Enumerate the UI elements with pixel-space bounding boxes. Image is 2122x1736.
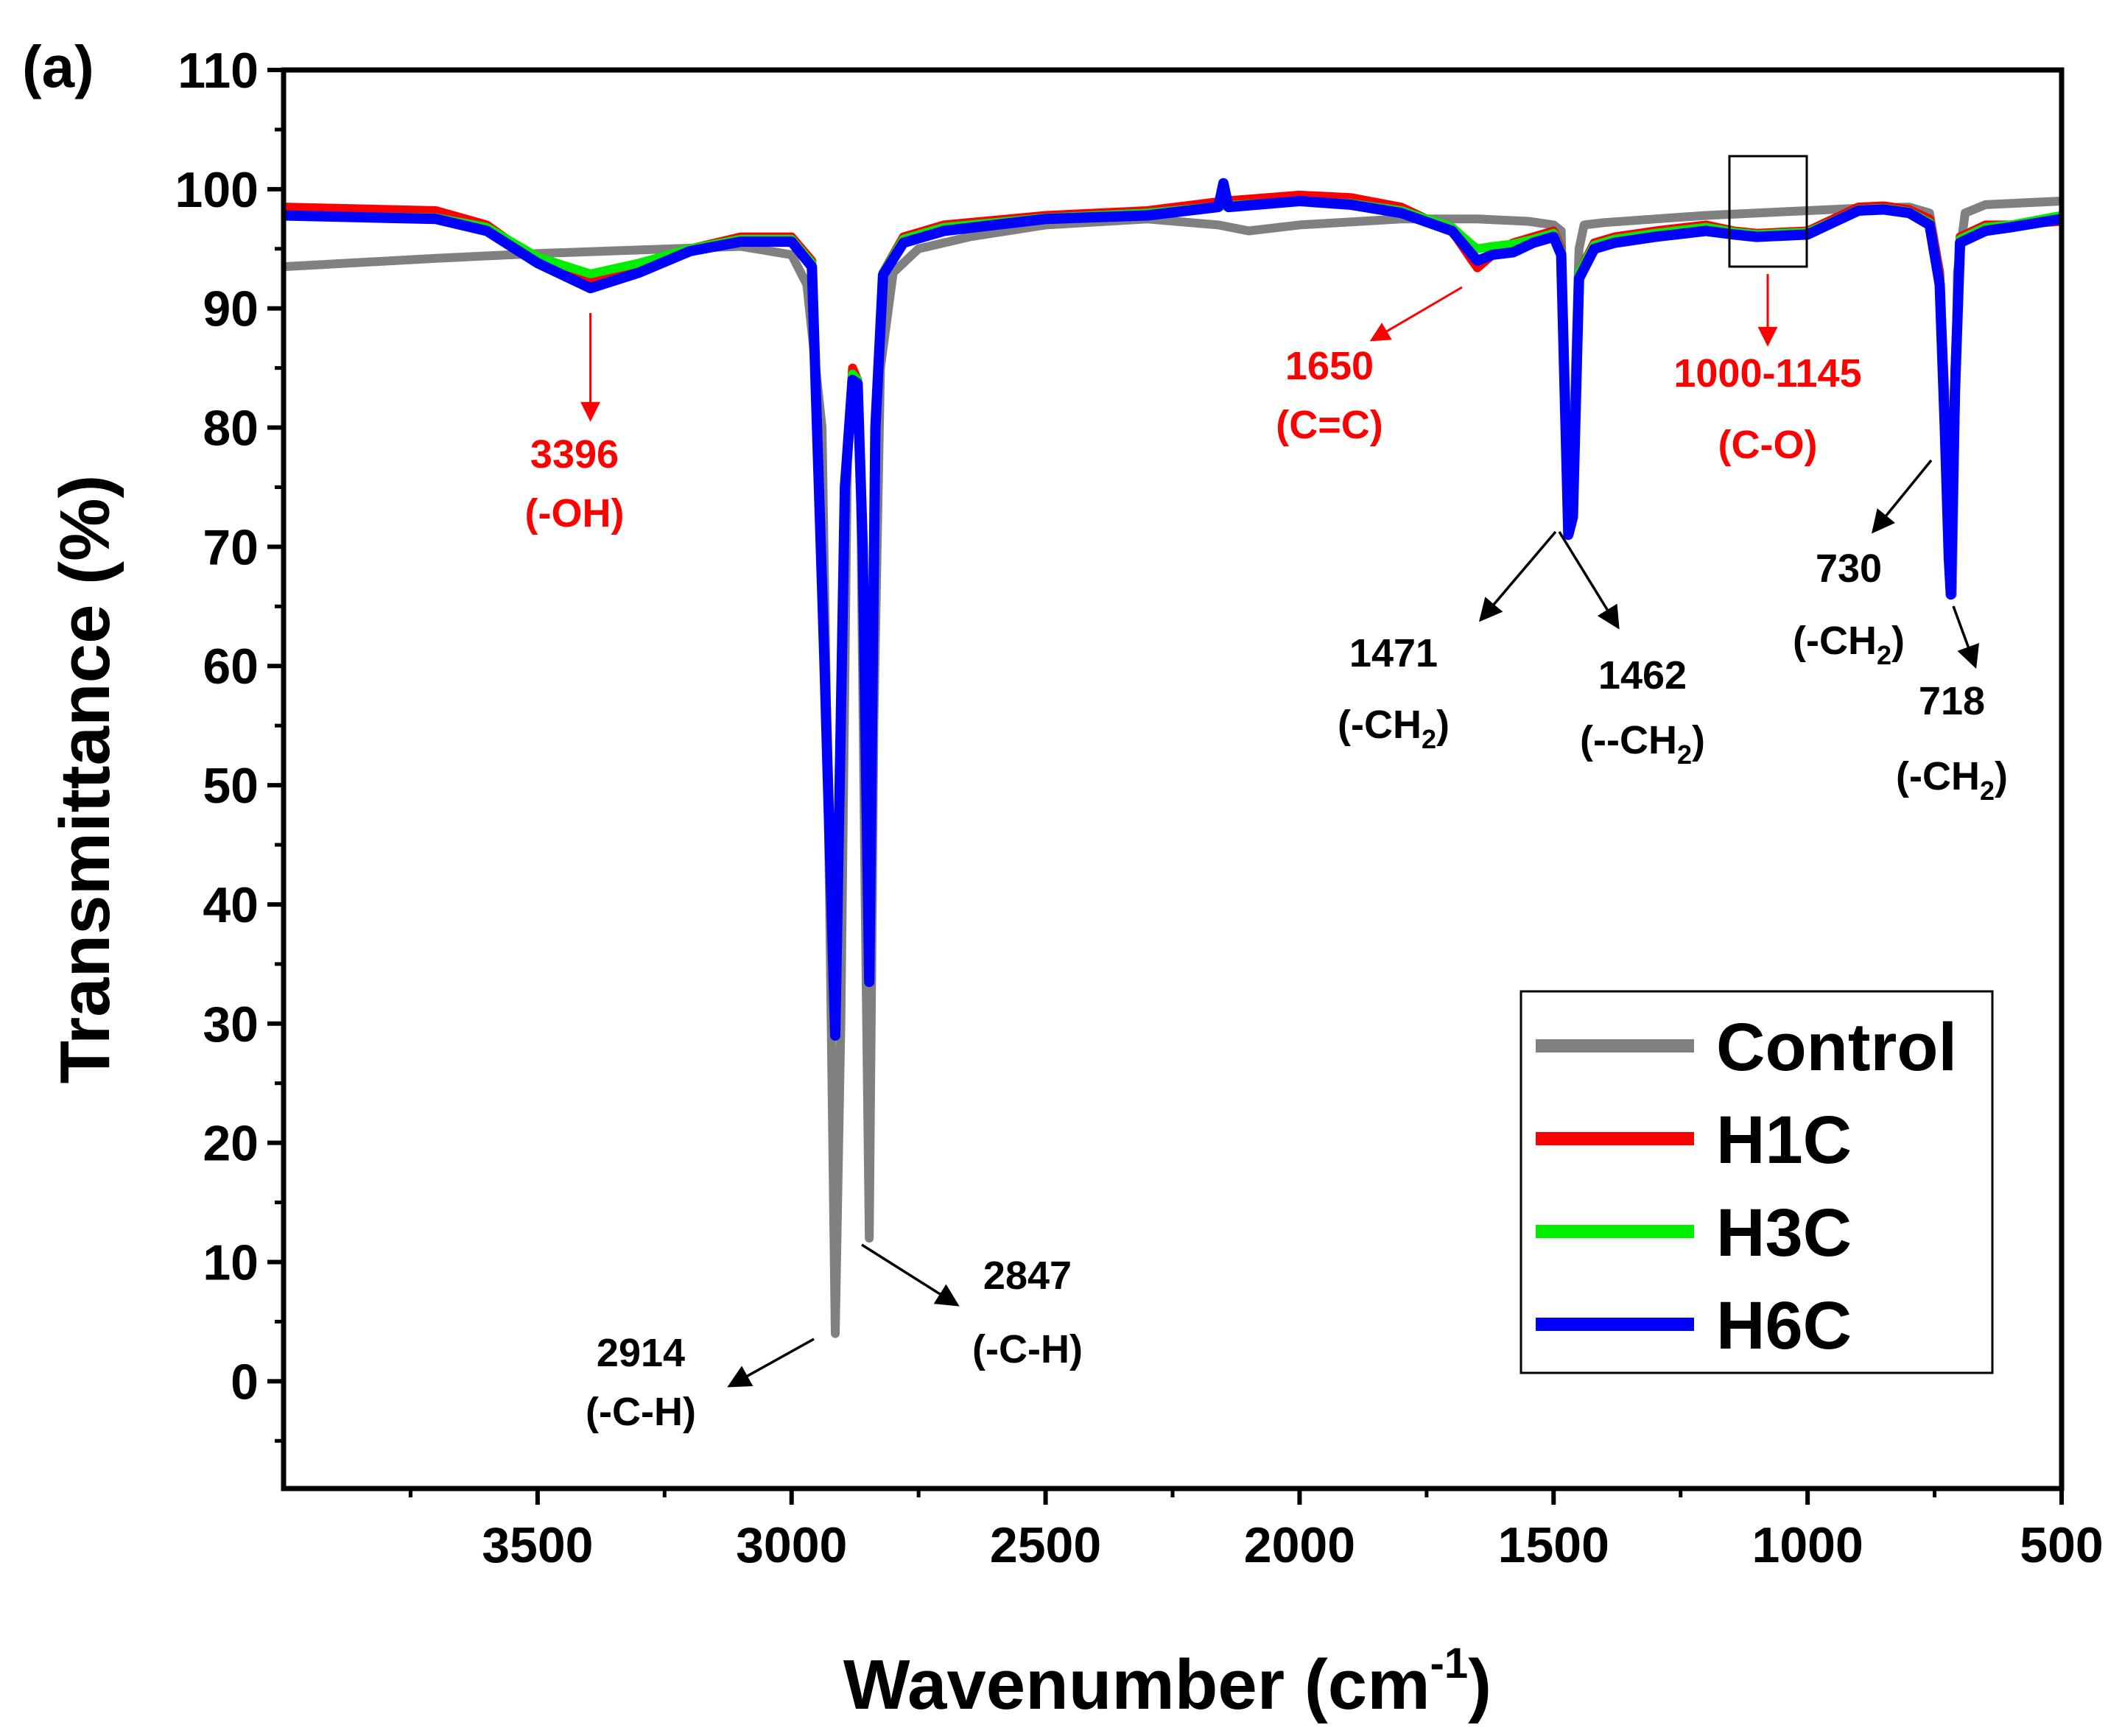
annotation-cc-value: 1650 [1285,344,1374,388]
y-axis-title: Transmittance (%) [46,475,124,1084]
annotation-ch1462-arrow [1558,531,1620,630]
y-tick-label-100: 100 [175,162,259,218]
legend-label-h1c: H1C [1716,1103,1852,1178]
annotation-co-group: (C-O) [1718,423,1818,467]
y-tick-label-70: 70 [203,519,259,575]
annotation-ch718-arrow [1952,605,1980,669]
plot-frame [281,67,2065,1491]
series-line-h3c [284,197,2062,1034]
annotation-ch718-group: (-CH2) [1896,754,2008,806]
y-tick-label-30: 30 [203,997,259,1053]
annotation-ch730-arrow [1872,459,1933,534]
y-tick-label-40: 40 [203,877,259,933]
annotation-ch1462-group: (--CH2) [1580,718,1705,770]
annotation-ch2847-arrow [861,1243,960,1307]
y-tick-label-90: 90 [203,281,259,337]
x-tick-label-1000: 1000 [1752,1517,1863,1573]
annotation-ch2914-group: (-C-H) [586,1390,696,1434]
annotation-ch718-value: 718 [1919,679,1985,723]
x-axis-title-main: Wavenumber (cm [843,1645,1430,1724]
co-region-box [1728,155,1808,268]
annotation-oh-value: 3396 [530,432,619,477]
annotation-ch1462-value: 1462 [1598,653,1687,697]
y-tick-label-0: 0 [231,1354,259,1410]
x-axis-title-sup: -1 [1430,1640,1469,1687]
y-tick-label-10: 10 [203,1234,259,1290]
legend-label-control: Control [1716,1010,1957,1085]
y-tick-label-80: 80 [203,401,259,457]
annotation-ch1471-arrow [1478,530,1557,622]
x-tick-label-2500: 2500 [990,1517,1101,1573]
annotation-ch1471-group: (-CH2) [1338,703,1450,754]
series-line-h1c [284,190,2062,1028]
annotation-ch2914-value: 2914 [597,1331,685,1375]
annotation-layer: 3396 (-OH) 1650 (C=C) 1000-1145 (C-O) 2914 (-C-… [525,274,2008,1434]
y-tick-label-110: 110 [178,43,259,99]
x-axis-title-tail: ) [1468,1645,1492,1724]
x-tick-label-3500: 3500 [482,1517,593,1573]
series-line-h6c [284,178,2062,1041]
panel-label: (a) [22,34,94,99]
ticks-layer: 0 10 20 30 40 50 60 70 80 90 100 110 3500 3000 2500 200… [175,43,2104,1573]
annotation-ch2847-group: (-C-H) [972,1327,1083,1371]
series-layer [284,178,2062,1338]
legend: Control H1C H3C H6C [1520,990,1994,1374]
x-tick-label-3000: 3000 [736,1517,847,1573]
annotation-cc-group: (C=C) [1276,403,1383,447]
annotation-co-value: 1000-1145 [1673,351,1861,396]
annotation-ch2847-value: 2847 [983,1254,1072,1298]
y-tick-label-50: 50 [203,758,259,814]
annotation-ch730-group: (-CH2) [1793,619,1905,670]
x-tick-label-500: 500 [2020,1517,2103,1573]
legend-label-h3c: H3C [1716,1195,1852,1271]
annotation-oh-group: (-OH) [525,491,625,535]
annotation-ch730-value: 730 [1816,547,1882,591]
x-tick-label-2000: 2000 [1244,1517,1355,1573]
legend-label-h6c: H6C [1716,1288,1852,1363]
annotation-ch2914-arrow [727,1338,815,1388]
legend-box [1520,990,1994,1374]
x-axis-title: Wavenumber (cm-1) [843,1640,1492,1724]
legend-items: Control H1C H3C H6C [1536,1010,1957,1363]
y-tick-label-60: 60 [203,639,259,695]
x-tick-label-1500: 1500 [1498,1517,1609,1573]
annotation-ch1471-value: 1471 [1349,631,1438,675]
annotation-cc-arrow [1369,286,1463,342]
y-tick-label-20: 20 [203,1116,259,1172]
